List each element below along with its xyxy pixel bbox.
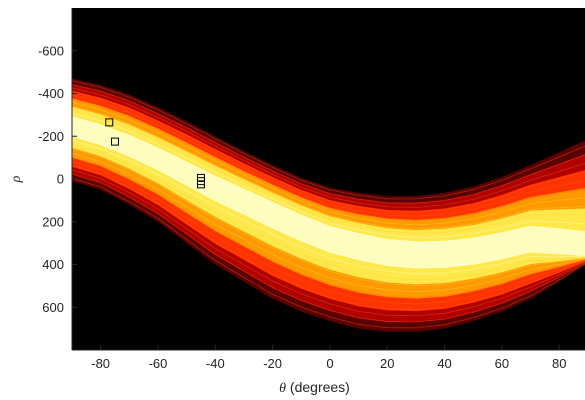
x-tick-label: -60 (149, 356, 168, 371)
band-streak (72, 109, 585, 234)
x-tick-label: -80 (91, 356, 110, 371)
band-streak (72, 173, 585, 323)
band-streak (72, 123, 585, 252)
band-streak (72, 169, 585, 317)
y-tick-label: 0 (57, 172, 64, 187)
y-axis-label: ρ (9, 175, 24, 183)
peak-marker-3 (196, 173, 205, 182)
band-streak (72, 91, 585, 213)
x-axis-symbol: θ (279, 381, 286, 396)
band-level-5 (72, 116, 585, 269)
x-tick-label: 40 (437, 356, 451, 371)
y-tick-label: 200 (42, 214, 64, 229)
y-tick-label: -200 (38, 129, 64, 144)
band-streak (72, 127, 585, 257)
band-streak (72, 156, 585, 299)
band-streak (72, 144, 585, 281)
band-streak (72, 84, 585, 204)
band-streak (72, 87, 585, 208)
y-tick-label: -400 (38, 86, 64, 101)
hough-accumulator-band (72, 78, 585, 332)
band-streak (72, 148, 585, 287)
x-tick-label: -20 (263, 356, 282, 371)
x-tick-label: 20 (380, 356, 394, 371)
y-tick-label: 400 (42, 257, 64, 272)
y-tick-label: 600 (42, 300, 64, 315)
band-streak (72, 101, 585, 226)
band-streak (72, 94, 585, 217)
peak-marker-4 (196, 180, 205, 189)
y-tick-label: -600 (38, 43, 64, 58)
band-streak (72, 116, 585, 243)
band-streak (72, 80, 585, 200)
band-streak (72, 165, 585, 311)
band-streak (72, 139, 585, 275)
peak-markers (105, 118, 205, 189)
x-tick-label: 0 (326, 356, 333, 371)
band-streak (72, 119, 585, 247)
band-streak (72, 98, 585, 221)
x-tick-label: 80 (552, 356, 566, 371)
band-streak (72, 135, 585, 269)
peak-marker-0 (105, 118, 114, 127)
band-streak (72, 178, 585, 329)
band-streak (72, 112, 585, 239)
x-axis-unit: (degrees) (286, 379, 350, 395)
band-streak (72, 161, 585, 305)
x-tick-label: 60 (495, 356, 509, 371)
axes: -80 -60 -40 -20 0 20 40 60 80-600-400-2000200400… (38, 8, 585, 371)
band-streak (72, 105, 585, 230)
peak-marker-1 (110, 137, 119, 146)
band-streak (72, 152, 585, 293)
x-axis-label: θ (degrees) (279, 379, 350, 396)
x-tick-label: -40 (206, 356, 225, 371)
band-streak (72, 131, 585, 263)
